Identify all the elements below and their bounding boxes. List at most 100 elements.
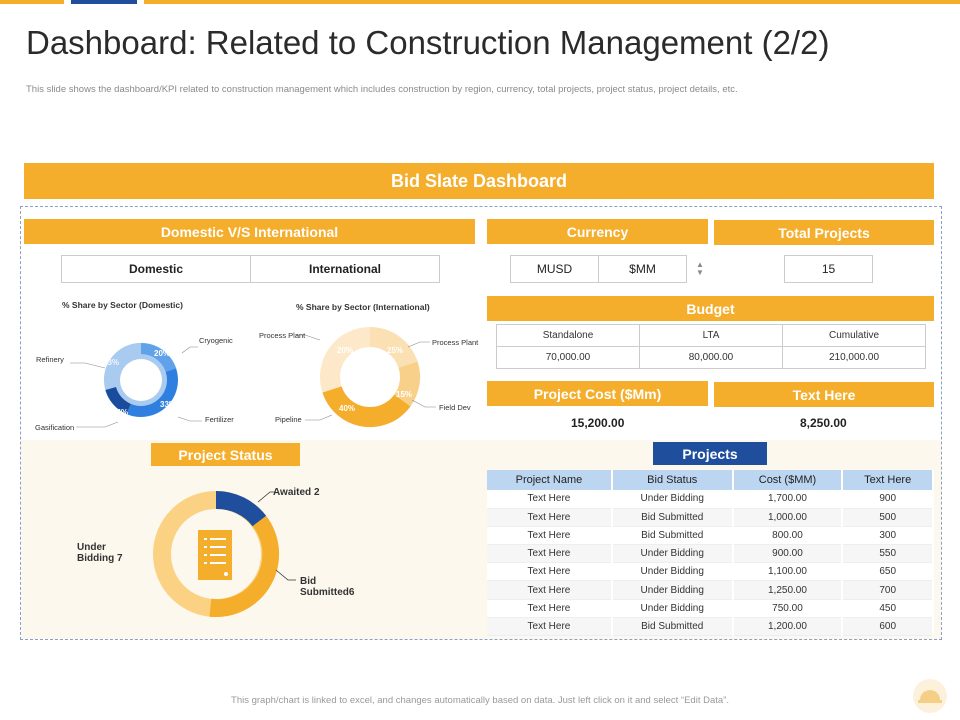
domestic-pct-cryogenic: 20% <box>154 349 171 358</box>
status-label-awaited: Awaited 2 <box>273 487 320 498</box>
cell: 700 <box>842 580 934 600</box>
intl-donut-chart <box>295 326 436 428</box>
domestic-chart-caption: % Share by Sector (Domestic) <box>62 300 183 310</box>
cell: Text Here <box>487 599 613 618</box>
intl-label-field-dev: Field Dev <box>439 403 471 412</box>
donut-slice-fertilizer <box>126 368 178 417</box>
budget-val-cumulative: 210,000.00 <box>782 346 926 369</box>
dashboard-banner: Bid Slate Dashboard <box>24 163 934 199</box>
donut-slice-refinery-top <box>104 343 141 380</box>
budget-val-lta: 80,000.00 <box>639 346 783 369</box>
table-row: Text Here Under Bidding 1,100.00 650 <box>487 562 934 582</box>
budget-col-standalone: Standalone <box>496 324 640 347</box>
cell: 1,700.00 <box>732 490 844 509</box>
table-row: Text Here Under Bidding 1,700.00 900 <box>487 490 934 509</box>
text-here-header: Text Here <box>714 382 934 407</box>
cell: 550 <box>842 544 934 564</box>
status-label-under-bidding: Under Bidding 7 <box>77 542 123 564</box>
cell: Text Here <box>487 544 613 564</box>
cell: Under Bidding <box>611 599 734 618</box>
intl-chart-caption: % Share by Sector (International) <box>296 302 430 312</box>
top-accent-bar-2 <box>71 0 137 4</box>
page-subtitle: This slide shows the dashboard/KPI relat… <box>26 84 738 95</box>
table-row: Text Here Bid Submitted 1,200.00 600 <box>487 617 934 637</box>
donut-slice-cryogenic <box>141 343 177 372</box>
intl-slice-field-dev <box>394 361 421 407</box>
cell: Under Bidding <box>611 580 734 600</box>
cell: 650 <box>842 562 934 582</box>
cell: Text Here <box>487 617 613 637</box>
projects-col-cost: Cost ($MM) <box>732 470 844 490</box>
top-accent-bar-3 <box>144 0 960 4</box>
cell: Bid Submitted <box>611 508 734 527</box>
budget-col-cumulative: Cumulative <box>782 324 926 347</box>
domestic-pct-fertilizer: 33% <box>160 400 177 409</box>
projects-col-status: Bid Status <box>611 470 734 490</box>
cell: Text Here <box>487 580 613 600</box>
project-status-donut <box>153 491 280 618</box>
donut-slice-gasification <box>105 387 131 414</box>
projects-table: Project Name Bid Status Cost ($MM) Text … <box>487 470 934 637</box>
budget-col-lta: LTA <box>639 324 783 347</box>
text-here-value: 8,250.00 <box>800 416 847 430</box>
currency-header: Currency <box>487 219 708 244</box>
budget-val-standalone: 70,000.00 <box>496 346 640 369</box>
intl-pct-process-plant: 25% <box>387 346 404 355</box>
cell: Bid Submitted <box>611 526 734 546</box>
project-cost-value: 15,200.00 <box>571 416 625 430</box>
cell: Under Bidding <box>611 562 734 582</box>
intl-slice-process-plant <box>370 326 418 368</box>
status-slice-awaited <box>216 491 267 527</box>
domestic-label-cryogenic: Cryogenic <box>199 336 233 345</box>
dashboard-frame <box>20 206 942 640</box>
budget-table: Standalone LTA Cumulative 70,000.00 80,0… <box>496 324 926 369</box>
table-row: Text Here Bid Submitted 800.00 300 <box>487 526 934 546</box>
status-label-bid-submitted: Bid Submitted6 <box>300 576 355 598</box>
currency-option-mm[interactable]: $MM <box>598 255 687 283</box>
intl-label-process-plant-2: Process Plant <box>259 331 306 340</box>
domestic-label-refinery: Refinery <box>36 355 64 364</box>
cell: 1,200.00 <box>732 617 844 637</box>
cell: 1,000.00 <box>732 508 844 527</box>
table-row: Text Here Under Bidding 1,250.00 700 <box>487 580 934 600</box>
domestic-pct-gasification: 14% <box>112 408 129 417</box>
cell: 300 <box>842 526 934 546</box>
cell: Under Bidding <box>611 544 734 564</box>
cell: Text Here <box>487 526 613 546</box>
domestic-option[interactable]: Domestic <box>61 255 251 283</box>
cell: Text Here <box>487 562 613 582</box>
cell: 900.00 <box>732 544 844 564</box>
cell: 600 <box>842 617 934 637</box>
cell: 750.00 <box>732 599 844 618</box>
projects-col-text: Text Here <box>842 470 934 490</box>
currency-option-musd[interactable]: MUSD <box>510 255 599 283</box>
cell: 900 <box>842 490 934 509</box>
intl-pct-field-dev: 15% <box>396 390 413 399</box>
cell: 1,250.00 <box>732 580 844 600</box>
top-accent-bar-1 <box>0 0 64 4</box>
cell: Text Here <box>487 490 613 509</box>
intl-pct-process-plant-2: 20% <box>337 346 354 355</box>
intl-slice-process-plant-2 <box>319 326 370 393</box>
international-option[interactable]: International <box>250 255 440 283</box>
cell: 800.00 <box>732 526 844 546</box>
cell: Bid Submitted <box>611 617 734 637</box>
cell: 500 <box>842 508 934 527</box>
total-projects-header: Total Projects <box>714 220 934 245</box>
intl-label-pipeline: Pipeline <box>275 415 302 424</box>
cell: Under Bidding <box>611 490 734 509</box>
domestic-intl-header: Domestic V/S International <box>24 219 475 244</box>
status-slice-bid-submitted <box>209 515 280 618</box>
hard-hat-icon <box>913 679 947 713</box>
domestic-donut-chart <box>70 343 202 428</box>
currency-sort-icon[interactable]: ▲ ▼ <box>696 260 704 277</box>
table-row: Text Here Under Bidding 750.00 450 <box>487 599 934 618</box>
project-cost-header: Project Cost ($Mm) <box>487 381 708 406</box>
total-projects-value: 15 <box>784 255 873 283</box>
projects-header: Projects <box>653 442 767 465</box>
intl-slice-pipeline <box>322 386 411 428</box>
project-status-header: Project Status <box>151 443 300 466</box>
domestic-label-fertilizer: Fertilizer <box>205 415 234 424</box>
table-row: Text Here Bid Submitted 1,000.00 500 <box>487 508 934 527</box>
cell: Text Here <box>487 508 613 527</box>
